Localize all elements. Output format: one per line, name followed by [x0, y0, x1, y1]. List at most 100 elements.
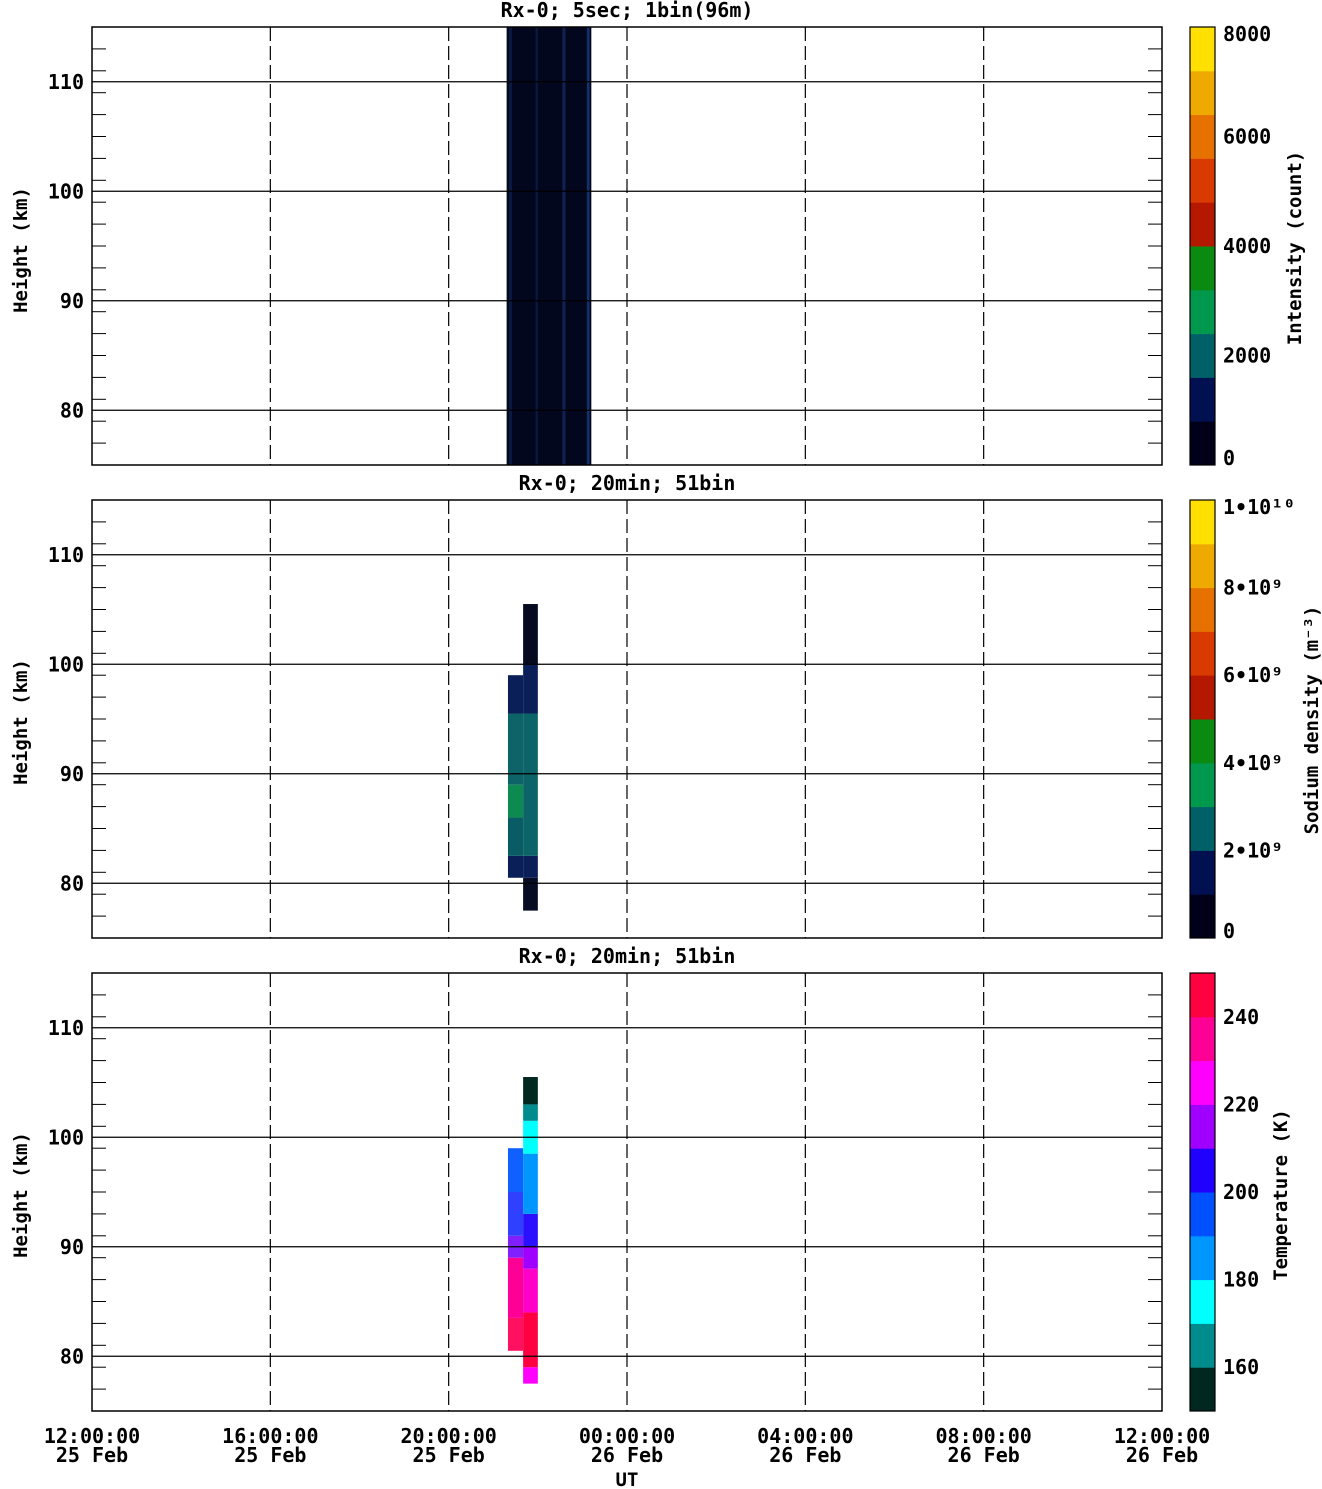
panel-3-data-block: [523, 1077, 538, 1105]
panel-2-colorbar-tick-label: 6•10⁹: [1223, 663, 1283, 687]
panel-3-colorbar-swatch: [1190, 1192, 1215, 1237]
panel-1-colorbar-swatch: [1190, 289, 1215, 335]
panel-1-colorbar-tick-label: 4000: [1223, 234, 1271, 258]
panel-1-colorbar-tick-label: 0: [1223, 446, 1235, 470]
panel-2-colorbar-swatch: [1190, 543, 1215, 589]
panel-3-data-block: [523, 1213, 538, 1247]
panel-3-data-block: [507, 1317, 524, 1351]
panel-2-ylabel: Height (km): [10, 659, 32, 785]
panel-3-colorbar-swatch: [1190, 1323, 1215, 1368]
panel-1-colorbar-tick-label: 2000: [1223, 344, 1271, 368]
panel-3-colorbar-swatch: [1190, 1016, 1215, 1062]
panel-1-ytick-label: 100: [48, 179, 84, 203]
panel-1-colorbar-tick-label: 6000: [1223, 125, 1271, 149]
x-tick-time-label: 12:00:00: [1114, 1424, 1210, 1448]
panel-2-colorbar-swatch: [1190, 894, 1215, 939]
panel-3-colorbar-swatch: [1190, 973, 1215, 1018]
panel-3: Rx-0; 20min; 51bin 80 90 100 110 Height (km…: [10, 944, 1292, 1412]
x-tick-date-label: 25 Feb: [56, 1443, 128, 1467]
panel-2-data-block: [523, 855, 538, 878]
panel-2: Rx-0; 20min; 51bin 80 90 100 110 Height (km…: [10, 471, 1322, 943]
panel-1-colorbar: 0 2000 4000 6000 8000: [1189, 22, 1271, 470]
panel-1-data-block: [506, 27, 592, 465]
panel-2-colorbar-tick-label: 1•10¹⁰: [1223, 495, 1295, 519]
x-tick-date-label: 26 Feb: [948, 1443, 1020, 1467]
panel-2-colorbar-swatch: [1190, 500, 1215, 545]
panel-2-colorbar-swatch: [1190, 587, 1215, 632]
x-tick-time-label: 20:00:00: [401, 1424, 497, 1448]
panel-2-colorbar-swatch: [1190, 631, 1215, 676]
panel-1-ytick-label: 80: [60, 398, 84, 422]
panel-1-colorbar-swatch: [1190, 202, 1215, 247]
panel-2-colorbar-swatch: [1190, 850, 1215, 895]
panel-2-ytick-label: 90: [60, 762, 84, 786]
panel-1-title: Rx-0; 5sec; 1bin(96m): [501, 0, 754, 22]
x-axis-label: UT: [616, 1469, 639, 1489]
panel-2-title: Rx-0; 20min; 51bin: [519, 471, 736, 495]
panel-2-data-block: [523, 713, 538, 856]
panel-2-ytick-label: 110: [48, 543, 84, 567]
panel-1-colorbar-swatch: [1190, 158, 1215, 203]
panel-3-data-block: [507, 1257, 524, 1318]
panel-3-colorbar-label: Temperature (K): [1270, 1109, 1292, 1281]
panel-2-colorbar-swatch: [1190, 806, 1215, 851]
panel-3-colorbar-swatch: [1190, 1235, 1215, 1281]
panel-2-data-block: [507, 817, 524, 856]
panel-3-colorbar-swatch: [1190, 1279, 1215, 1324]
panel-1-colorbar-swatch: [1190, 70, 1215, 116]
panel-2-colorbar-tick-label: 2•10⁹: [1223, 838, 1283, 862]
panel-3-colorbar-tick-label: 200: [1223, 1180, 1259, 1204]
panel-1-colorbar-swatch: [1190, 421, 1215, 466]
panel-2-colorbar-tick-label: 4•10⁹: [1223, 751, 1283, 775]
panel-3-colorbar-swatch: [1190, 1148, 1215, 1193]
panel-3-data-block: [507, 1192, 524, 1236]
panel-3-ytick-label: 100: [48, 1125, 84, 1149]
x-tick-time-label: 16:00:00: [222, 1424, 318, 1448]
panel-2-data-block: [523, 604, 538, 665]
panel-3-data-block: [523, 1104, 538, 1121]
panel-3-data-block: [507, 1148, 524, 1192]
panel-3-colorbar-tick-label: 180: [1223, 1268, 1259, 1292]
panel-3-ylabel: Height (km): [10, 1132, 32, 1258]
panel-3-data-block: [523, 1367, 538, 1384]
panel-1-colorbar-swatch: [1190, 377, 1215, 422]
panel-2-data-block: [523, 877, 538, 911]
panel-2-plot-area: 80 90 100 110: [48, 499, 1163, 939]
panel-2-colorbar-tick-label: 8•10⁹: [1223, 576, 1283, 600]
panel-1-colorbar-swatch: [1190, 27, 1215, 72]
panel-2-ytick-label: 80: [60, 871, 84, 895]
panel-2-data-block: [507, 784, 524, 818]
panel-3-colorbar-swatch: [1190, 1060, 1215, 1105]
panel-2-data-block: [507, 675, 524, 714]
panel-1-data-block: [535, 27, 538, 465]
panel-2-colorbar-swatch: [1190, 675, 1215, 720]
panel-1: Rx-0; 5sec; 1bin(96m) 80 90 100 110 Height …: [10, 0, 1306, 470]
panel-1-plot-area: 80 90 100 110: [48, 26, 1163, 466]
panel-2-data-block: [507, 855, 524, 878]
x-tick-date-label: 26 Feb: [1126, 1443, 1198, 1467]
panel-3-ytick-label: 80: [60, 1344, 84, 1368]
panel-3-colorbar-tick-label: 240: [1223, 1005, 1259, 1029]
x-tick-date-label: 25 Feb: [413, 1443, 485, 1467]
panel-3-frame: [91, 972, 1163, 1412]
panel-1-frame: [91, 26, 1163, 466]
panel-2-colorbar-swatch: [1190, 719, 1215, 764]
panel-2-data-block: [523, 664, 538, 714]
panel-3-ytick-label: 90: [60, 1235, 84, 1259]
x-tick-time-label: 12:00:00: [44, 1424, 140, 1448]
panel-1-data-block: [508, 27, 512, 465]
panel-2-ytick-label: 100: [48, 652, 84, 676]
panel-2-colorbar: 0 2•10⁹ 4•10⁹ 6•10⁹ 8•10⁹ 1•10¹⁰: [1189, 495, 1295, 943]
x-tick-time-label: 00:00:00: [579, 1424, 675, 1448]
x-tick-time-label: 08:00:00: [936, 1424, 1032, 1448]
panel-2-colorbar-swatch: [1190, 762, 1215, 808]
x-tick-date-label: 26 Feb: [769, 1443, 841, 1467]
panel-2-data-block: [507, 713, 524, 785]
panel-1-ylabel: Height (km): [10, 187, 32, 313]
panel-1-colorbar-swatch: [1190, 114, 1215, 159]
panel-1-colorbar-frame: [1189, 26, 1216, 466]
panel-2-colorbar-tick-label: 0: [1223, 919, 1235, 943]
panel-3-data-block: [523, 1153, 538, 1214]
